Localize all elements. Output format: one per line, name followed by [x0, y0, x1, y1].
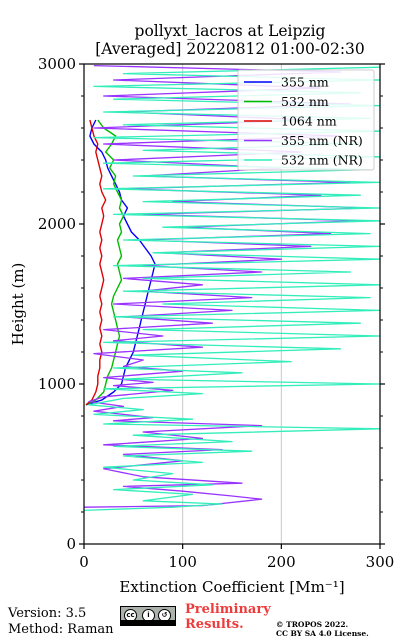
copyright-line-2: CC BY SA 4.0 License. [276, 629, 369, 638]
preliminary-line-2: Results. [185, 617, 244, 632]
legend-box [237, 69, 375, 171]
legend-label-0: 355 nm [281, 75, 329, 90]
preliminary-line-1: Preliminary [185, 602, 271, 617]
chart-title: pollyxt_lacros at Leipzig [Averaged] 202… [80, 22, 380, 58]
cc-by-sa-icon: cc i ↺ [120, 606, 176, 626]
x-tick-label: 0 [79, 553, 89, 571]
series-line-1 [85, 119, 125, 406]
x-tick-label: 100 [168, 553, 197, 571]
chart-title-line-2: [Averaged] 20220812 01:00-02:30 [95, 40, 365, 58]
x-axis-label: Extinction Coefficient [Mm⁻¹] [119, 578, 344, 596]
legend: 355 nm 532 nm 1064 nm 355 nm (NR) 532 nm (NR… [237, 69, 375, 171]
preliminary-results-note: Preliminary Results. [185, 602, 271, 632]
y-axis-label: Height (m) [9, 263, 27, 346]
copyright-line-1: © TROPOS 2022. [276, 620, 349, 629]
chart-title-line-1: pollyxt_lacros at Leipzig [134, 22, 326, 40]
version-text: Version: 3.5 [8, 606, 87, 621]
copyright-note: © TROPOS 2022. CC BY SA 4.0 License. [276, 620, 369, 638]
badge-band [121, 620, 175, 625]
y-tick-label: 1000 [38, 375, 76, 393]
legend-label-4: 532 nm (NR) [281, 153, 363, 168]
legend-label-3: 355 nm (NR) [281, 133, 363, 148]
y-tick-label: 0 [66, 535, 76, 553]
plot-frame [83, 63, 381, 545]
y-tick-label: 3000 [38, 55, 76, 73]
series-line-2 [85, 119, 107, 406]
legend-label-1: 532 nm [281, 94, 329, 109]
y-tick-label: 2000 [38, 215, 76, 233]
legend-label-2: 1064 nm [281, 114, 337, 129]
x-tick-label: 200 [267, 553, 296, 571]
method-text: Method: Raman [8, 622, 114, 637]
x-tick-label: 300 [366, 553, 395, 571]
